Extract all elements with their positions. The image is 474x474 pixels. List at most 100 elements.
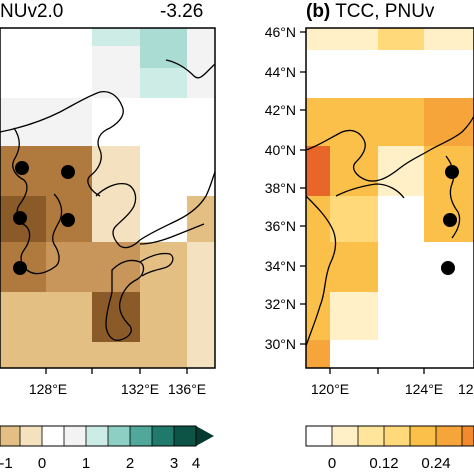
panel-a-title: NUv2.0 [0,2,63,21]
grid-cell [424,28,474,50]
grid-cell [424,98,474,146]
grid-cell [330,242,378,292]
significance-dot [61,213,75,227]
grid-cell [140,146,187,196]
grid-cell [306,242,330,292]
grid-cell [187,146,215,196]
lat-label: 30°N [265,336,296,352]
grid-cell [0,98,46,146]
colorbar-arrow [196,426,214,446]
grid-cell [306,146,330,196]
significance-dot [15,161,29,175]
lon-label: 128°E [29,381,67,397]
grid-cell [92,196,140,242]
coastline-japan [139,171,216,241]
lon-label: 120°E [311,381,349,397]
grid-cell [330,292,378,340]
coastline [305,115,474,182]
colorbar-box [152,426,174,446]
grid-cell [46,292,92,368]
grid-cell [0,292,46,368]
colorbar-box [436,426,462,446]
colorbar-box [174,426,196,446]
panel-a-title-text: NUv2.0 [0,1,64,22]
colorbar-box [384,426,410,446]
grid-cell [0,28,92,98]
panel-b-title: (b) TCC, PNUv [306,1,437,22]
colorbar-label: 1 [82,455,90,472]
grid-cell [92,342,140,368]
colorbar-label: -1 [0,455,13,472]
colorbar-label: 0.24 [421,455,450,472]
colorbar-box [0,426,20,446]
grid-cell [187,242,215,292]
colorbar-box [42,426,64,446]
panel-a-value-text: -3.26 [160,1,204,22]
grid-cell [306,28,378,50]
coastline-honshu [139,223,205,245]
coastline-china-east [305,195,337,347]
significance-dot [445,165,459,179]
lon-label: 136°E [168,381,206,397]
significance-dot [61,165,75,179]
grid-cell [140,242,187,292]
coastline [0,90,124,197]
lon-label: 132°E [121,381,159,397]
panel-a-colorbar: -1 0 1 2 3 4 [0,425,214,472]
grid-cell [306,340,330,368]
significance-dot [443,213,457,227]
significance-dot [13,261,27,275]
colorbar-box [86,426,108,446]
panel-b-title-text: (b) TCC, PNUv [306,1,435,22]
grid-cell [378,98,424,146]
colorbar-box [20,426,42,446]
lon-label: 12 [458,381,474,397]
colorbar-box [462,426,474,446]
lat-label: 42°N [265,102,296,118]
grid-cell [187,28,215,98]
lat-label: 34°N [265,258,296,274]
lat-label: 32°N [265,296,296,312]
panel-b-map: 46°N 44°N 42°N 40°N 38°N 36°N 34°N 32°N … [265,24,474,397]
lat-label: 36°N [265,218,296,234]
grid-cell [306,98,330,146]
colorbar-box [64,426,86,446]
grid-cell [140,28,187,68]
significance-dot [13,211,27,225]
coastline-korea [12,127,63,275]
grid-cell [378,146,424,196]
coastline-shandong [335,183,405,199]
coastline [165,59,216,79]
colorbar-box [306,426,332,446]
panel-b-frame [305,27,474,369]
lon-label: 124°E [405,381,443,397]
colorbar-label: 3 [170,455,178,472]
grid-cell [306,292,330,340]
lat-label: 46°N [265,24,296,40]
colorbar-label: 2 [126,455,134,472]
grid-cell [378,28,424,50]
colorbar-box [130,426,152,446]
panel-b-colorbar: 0 0.12 0.24 [305,425,474,472]
colorbar-frame [305,425,474,447]
grid-cell [46,242,92,292]
panel-a-value: -3.26 [160,2,203,21]
colorbar-box [358,426,384,446]
grid-cell [92,28,140,46]
coastline [95,182,141,249]
lat-label: 40°N [265,142,296,158]
grid-cell [92,292,140,342]
lat-label: 38°N [265,180,296,196]
colorbar-label: 0.12 [369,455,398,472]
colorbar-label: 0 [38,455,46,472]
grid-cell [330,98,378,146]
panel-a-map: 128°E 132°E 136°E [0,27,216,397]
colorbar-label: 0 [328,455,336,472]
coastline-shikoku [139,252,174,277]
coastline-kyushu [105,259,145,341]
panel-a-frame [0,27,216,369]
colorbar-box [108,426,130,446]
colorbar-box [332,426,358,446]
lat-label: 44°N [265,64,296,80]
